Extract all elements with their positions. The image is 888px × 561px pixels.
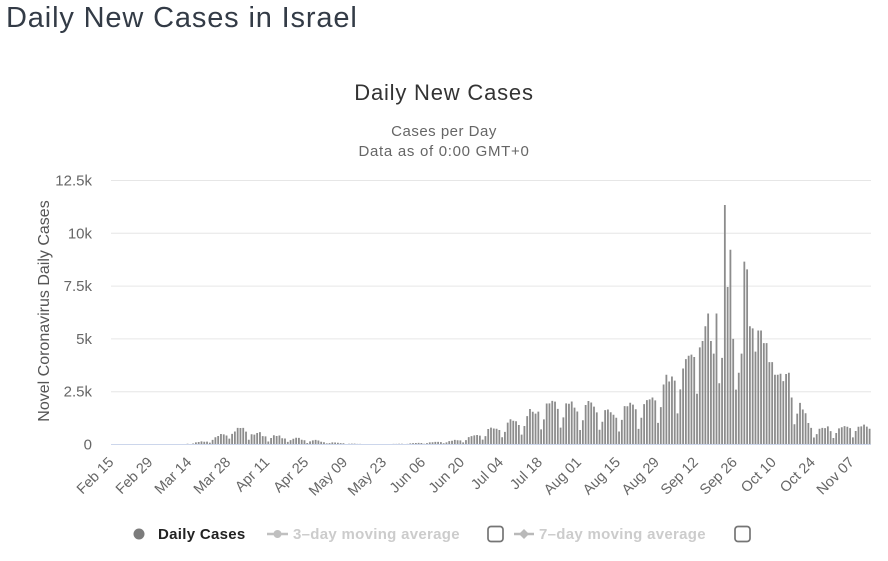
- svg-text:7–day moving average: 7–day moving average: [539, 526, 706, 543]
- svg-text:Feb 15: Feb 15: [74, 455, 117, 498]
- svg-text:May 09: May 09: [306, 455, 351, 500]
- svg-text:Jun 06: Jun 06: [387, 455, 429, 497]
- svg-text:Feb 29: Feb 29: [113, 455, 156, 498]
- svg-text:7.5k: 7.5k: [64, 278, 93, 295]
- svg-text:Aug 15: Aug 15: [580, 455, 624, 499]
- svg-text:Aug 01: Aug 01: [541, 455, 585, 499]
- svg-text:Novel Coronavirus Daily Cases: Novel Coronavirus Daily Cases: [36, 200, 53, 421]
- svg-text:Aug 29: Aug 29: [619, 455, 663, 499]
- svg-text:Mar 14: Mar 14: [152, 455, 195, 498]
- svg-text:3–day moving average: 3–day moving average: [293, 526, 460, 543]
- svg-text:May 23: May 23: [345, 455, 390, 500]
- svg-text:Nov 07: Nov 07: [814, 455, 858, 499]
- svg-text:10k: 10k: [68, 225, 93, 242]
- svg-text:12.5k: 12.5k: [55, 173, 92, 190]
- svg-text:0: 0: [84, 437, 92, 454]
- svg-text:Mar 28: Mar 28: [191, 455, 234, 498]
- svg-text:Oct 10: Oct 10: [738, 455, 780, 497]
- svg-text:Apr 25: Apr 25: [271, 455, 313, 497]
- svg-text:5k: 5k: [76, 331, 92, 348]
- svg-text:Jul 04: Jul 04: [468, 455, 507, 494]
- svg-text:Cases per Day: Cases per Day: [391, 123, 497, 140]
- svg-text:Daily Cases: Daily Cases: [158, 526, 246, 543]
- svg-text:Sep 26: Sep 26: [697, 455, 741, 499]
- svg-text:Oct 24: Oct 24: [777, 455, 819, 497]
- svg-text:Data as of 0:00 GMT+0: Data as of 0:00 GMT+0: [358, 143, 529, 160]
- svg-text:Apr 11: Apr 11: [232, 455, 273, 496]
- svg-text:Sep 12: Sep 12: [658, 455, 702, 499]
- svg-text:2.5k: 2.5k: [64, 384, 93, 401]
- svg-text:Daily New Cases: Daily New Cases: [354, 80, 534, 105]
- svg-text:Jun 20: Jun 20: [426, 455, 468, 497]
